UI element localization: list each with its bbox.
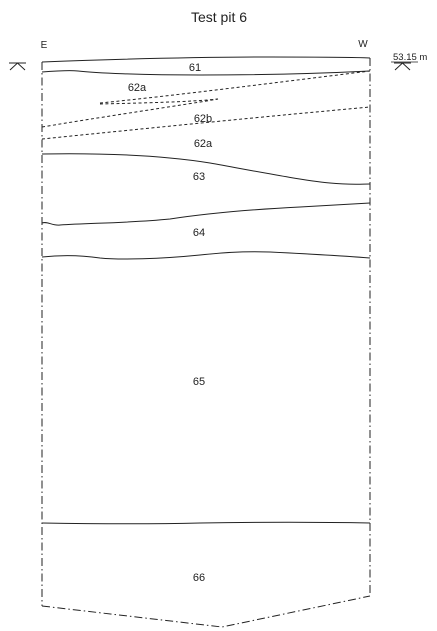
orientation-east-label: E <box>41 40 48 51</box>
diagram-title: Test pit 6 <box>191 9 247 25</box>
pit-bottom <box>41 595 371 628</box>
boundary-62b-62a-line <box>41 106 371 140</box>
boundary-62a-62b-line <box>41 98 219 128</box>
orientation-west-label: W <box>358 39 368 50</box>
boundary-62-63-line <box>41 153 371 185</box>
boundary-64-65-line <box>41 251 371 260</box>
boundary-63-64-line <box>41 202 371 226</box>
datum-marker-right-icon <box>394 62 411 71</box>
boundary-62a-lens-lower-line <box>99 98 219 105</box>
datum-elevation-label: 53.15 m <box>393 52 427 63</box>
boundary-65-66-line <box>41 521 371 525</box>
boundary-62a-lens-upper-line <box>99 70 371 104</box>
layer-62a-upper-label: 62a <box>128 82 147 94</box>
layer-61-label: 61 <box>189 62 201 74</box>
layer-64-label: 64 <box>193 227 205 239</box>
layer-66-label: 66 <box>193 572 205 584</box>
boundary-61-62-line <box>41 70 371 76</box>
layer-65-label: 65 <box>193 376 205 388</box>
ground-surface-line <box>41 56 371 63</box>
layer-63-label: 63 <box>193 171 205 183</box>
layer-62b-label: 62b <box>194 113 212 125</box>
datum-marker-left-icon <box>9 62 26 71</box>
layer-62a-lower-label: 62a <box>194 138 213 150</box>
